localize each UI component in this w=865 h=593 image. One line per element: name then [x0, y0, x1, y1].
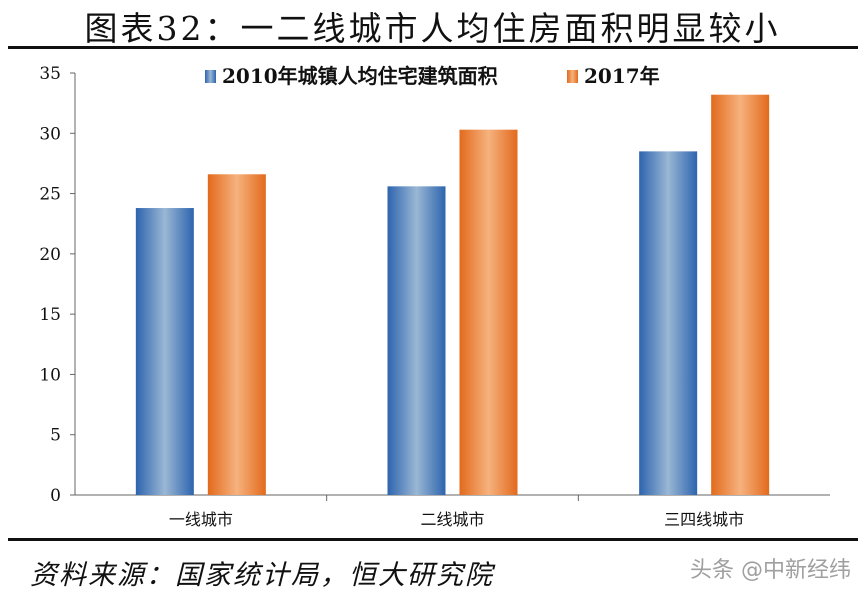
- legend-label: 2017年: [584, 64, 660, 88]
- bar-2017: [207, 174, 266, 495]
- y-tick-label: 20: [39, 245, 61, 265]
- x-tick-label: 三四线城市: [664, 510, 744, 529]
- legend-swatch: [205, 70, 216, 83]
- title-divider: [8, 46, 858, 49]
- bar-2017: [459, 129, 518, 495]
- footer-divider: [8, 538, 858, 541]
- bar-2010: [387, 186, 446, 495]
- y-tick-label: 0: [50, 486, 61, 506]
- y-tick-label: 15: [39, 305, 61, 325]
- bar-chart: 0 5 10 15 20 25 30 35 一线城市 二线城市 三四线城市 2010年城镇人均住宅建筑…: [39, 64, 830, 529]
- source-note: 资料来源：国家统计局，恒大研究院: [30, 560, 494, 591]
- y-tick-label: 25: [39, 185, 61, 205]
- watermark: 头条 @中新经纬: [690, 558, 851, 583]
- figure-title: 图表32：一二线城市人均住房面积明显较小: [84, 9, 781, 48]
- bar-2017: [711, 94, 770, 496]
- x-tick-label: 二线城市: [420, 510, 484, 529]
- bar-2010: [135, 208, 194, 496]
- y-tick-label: 30: [39, 124, 61, 144]
- y-tick-label: 5: [50, 426, 61, 446]
- bar-2010: [639, 151, 698, 495]
- legend-label: 2010年城镇人均住宅建筑面积: [222, 64, 498, 88]
- y-tick-label: 10: [39, 365, 61, 385]
- legend-swatch: [567, 70, 578, 83]
- x-tick-label: 一线城市: [169, 510, 233, 529]
- y-tick-label: 35: [39, 64, 61, 84]
